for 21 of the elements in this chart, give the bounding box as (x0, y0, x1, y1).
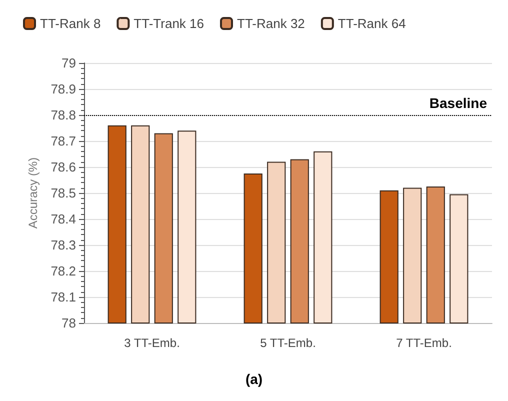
y-axis-title: Accuracy (%) (26, 157, 40, 229)
y-tick-label: 78.9 (50, 82, 76, 96)
x-tick-label: 7 TT-Emb. (396, 336, 452, 350)
y-tick-label: 78.4 (50, 212, 76, 226)
y-tick-label: 78.8 (50, 108, 76, 122)
y-tick-label: 78.1 (50, 290, 76, 304)
legend-label: TT-Rank 32 (236, 16, 305, 31)
y-tick-label: 78.5 (50, 186, 76, 200)
x-tick-label: 3 TT-Emb. (124, 336, 180, 350)
y-tick-label: 78.7 (50, 134, 76, 148)
x-tick-label: 5 TT-Emb. (260, 336, 316, 350)
y-tick-label: 78.6 (50, 160, 76, 174)
legend-label: TT-Rank 64 (338, 16, 406, 31)
legend-label: TT-Trank 16 (134, 16, 204, 31)
legend-label: TT-Rank 8 (40, 16, 101, 31)
text: (a) (245, 371, 263, 387)
y-tick-label: 79 (62, 56, 76, 70)
y-tick-label: 78.2 (50, 264, 76, 278)
ref-line-label: Baseline (429, 95, 488, 111)
y-tick-label: 78 (62, 316, 76, 330)
y-tick-label: 78.3 (50, 238, 76, 252)
